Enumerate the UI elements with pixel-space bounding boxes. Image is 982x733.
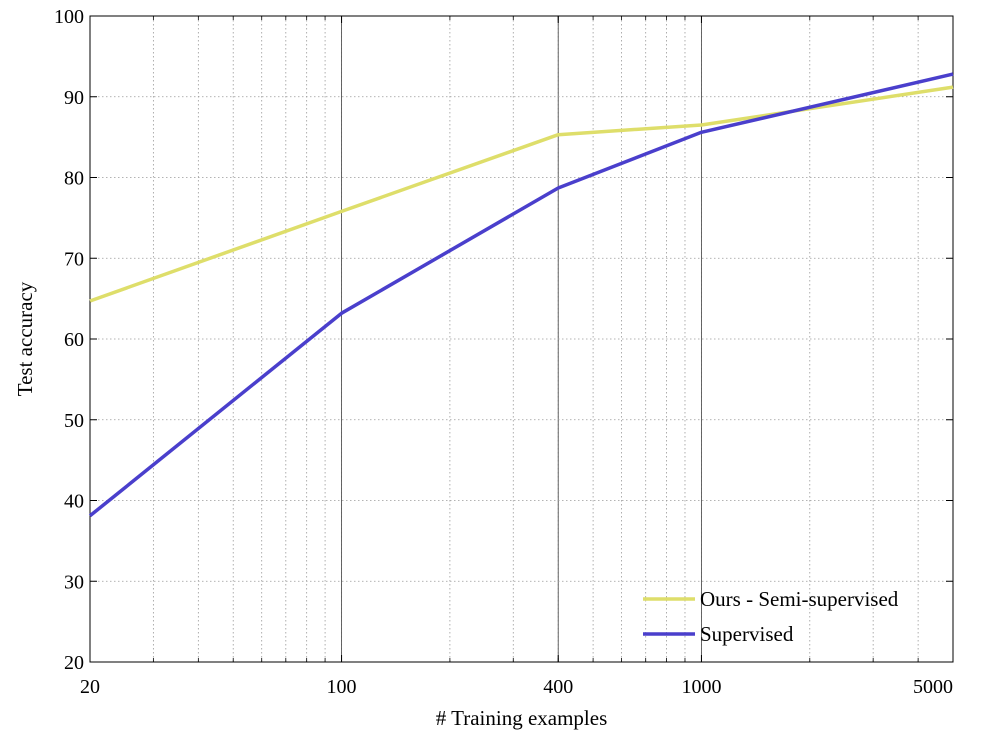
y-axis-title: Test accuracy: [13, 281, 37, 396]
y-tick-label: 80: [64, 168, 84, 190]
y-tick-label: 90: [64, 87, 84, 109]
x-axis-title: # Training examples: [436, 706, 608, 730]
x-tick-label: 400: [543, 676, 573, 698]
legend-label-2: Supervised: [700, 622, 794, 646]
x-tick-label: 20: [80, 676, 100, 698]
axis-ticks: [89, 15, 954, 663]
y-tick-label: 50: [64, 410, 84, 432]
tick-labels: 20 30 40 50 60 70 80 90 100 20 100 400 1000 5000: [54, 6, 953, 698]
series-line-2: [88, 72, 954, 518]
y-tick-label: 30: [64, 571, 84, 593]
x-tick-label: 1000: [681, 676, 721, 698]
y-tick-label: 70: [64, 248, 84, 270]
grid-lines: [90, 16, 953, 662]
series-lines: [88, 72, 954, 518]
y-tick-label: 40: [64, 491, 84, 513]
x-tick-label: 5000: [913, 676, 953, 698]
series-line-1: [89, 85, 954, 303]
y-tick-label: 20: [64, 652, 84, 674]
legend-label-1: Ours - Semi-supervised: [700, 587, 899, 611]
x-tick-label: 100: [327, 676, 357, 698]
y-tick-label: 60: [64, 329, 84, 351]
legend: Ours - Semi-supervised Supervised: [643, 587, 899, 646]
y-tick-label: 100: [54, 6, 84, 28]
